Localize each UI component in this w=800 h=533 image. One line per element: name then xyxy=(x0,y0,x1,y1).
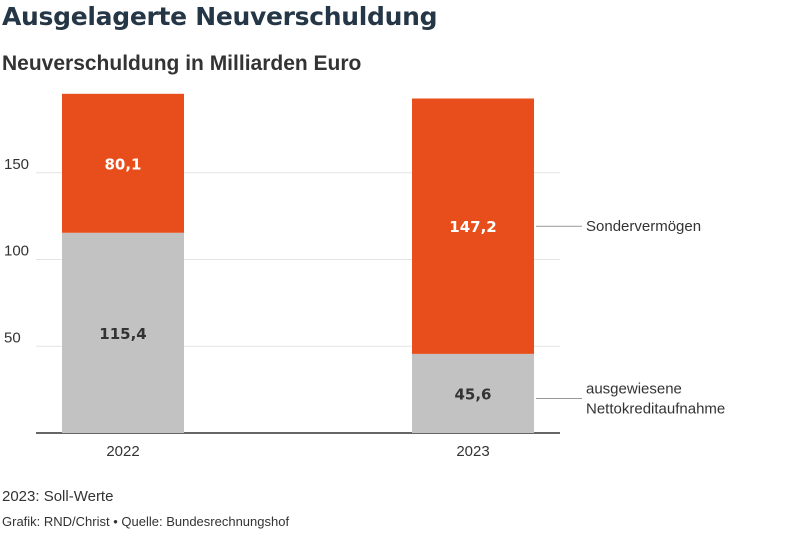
series-label-0: ausgewiesene Nettokreditaufnahme xyxy=(586,380,725,417)
series-label-line: Sondervermögen xyxy=(586,218,701,235)
value-label-2023-series-1: 147,2 xyxy=(449,218,496,236)
y-tick-label-100: 100 xyxy=(4,243,29,260)
series-label-line: Nettokreditaufnahme xyxy=(586,400,725,417)
series-label-1: Sondervermögen xyxy=(586,218,701,235)
chart-subtitle: Neuverschuldung in Milliarden Euro xyxy=(2,52,362,75)
bars xyxy=(62,93,534,433)
bar-2023-series-0 xyxy=(412,353,534,433)
bar-2022-series-0 xyxy=(62,232,184,433)
chart-note: 2023: Soll-Werte xyxy=(2,488,114,505)
bar-2023-series-1 xyxy=(412,98,534,354)
chart-credit: Grafik: RND/Christ • Quelle: Bundesrechn… xyxy=(2,514,290,529)
value-label-2022-series-0: 115,4 xyxy=(99,325,146,343)
value-label-2022-series-1: 80,1 xyxy=(104,155,141,173)
y-tick-label-50: 50 xyxy=(4,329,21,346)
chart-title: Ausgelagerte Neuverschuldung xyxy=(2,2,438,31)
series-label-line: ausgewiesene xyxy=(586,380,682,397)
y-tick-label-150: 150 xyxy=(4,156,29,173)
x-tick-label-2022: 2022 xyxy=(106,443,139,460)
labels: 50 100 150 115,4 45,6 80,1 147,2 2022 2023 ausgew… xyxy=(4,155,725,460)
value-label-2023-series-0: 45,6 xyxy=(454,385,491,403)
x-tick-label-2023: 2023 xyxy=(456,443,489,460)
bar-2022-series-1 xyxy=(62,93,184,233)
